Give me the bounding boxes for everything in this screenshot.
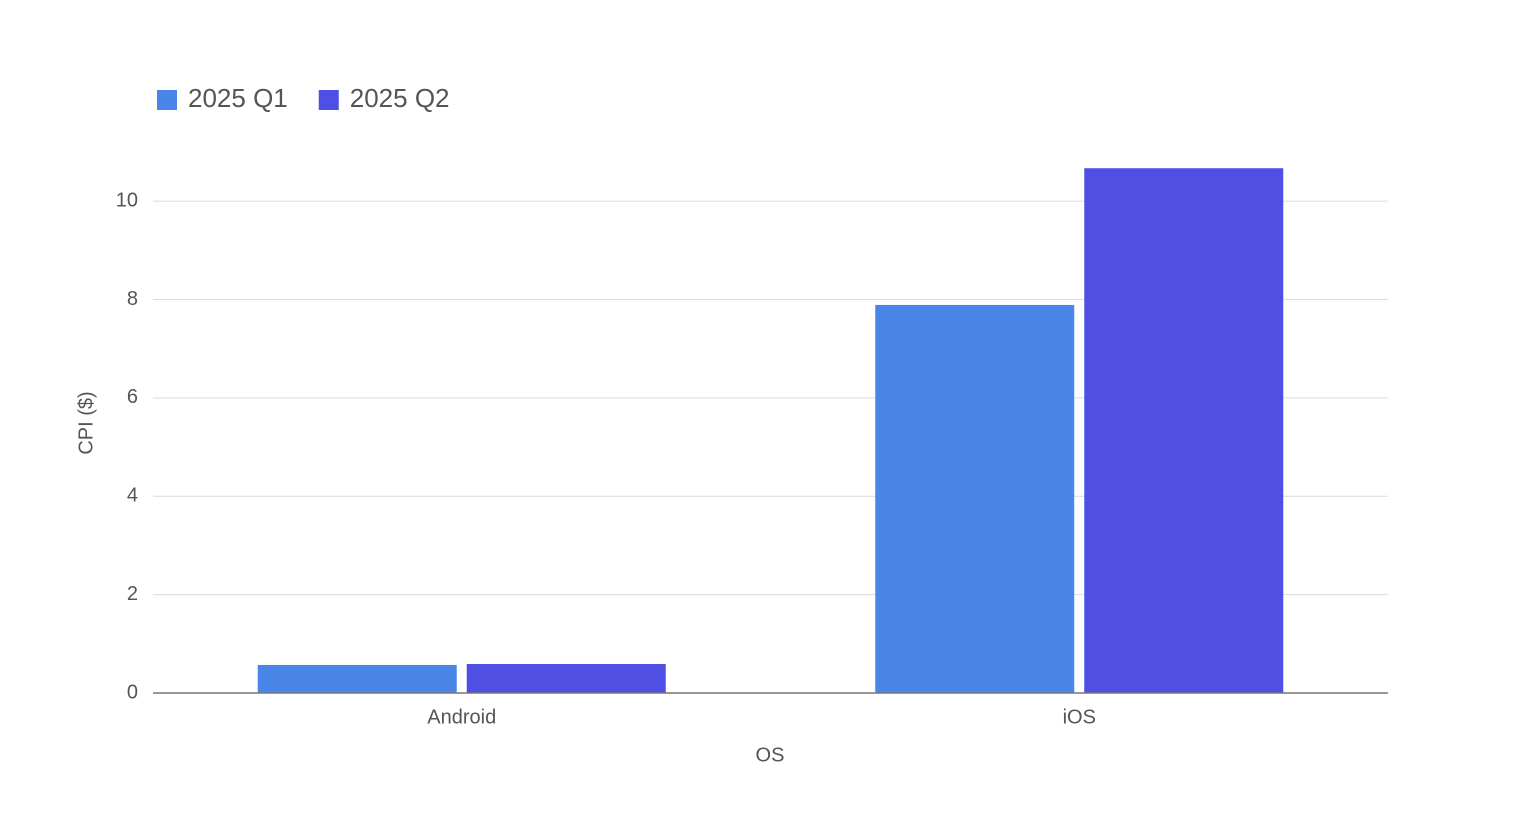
- bar: [1084, 168, 1284, 694]
- y-tick-label: 0: [127, 681, 138, 703]
- y-tick-label: 8: [127, 288, 138, 310]
- legend-label: 2025 Q2: [350, 83, 450, 113]
- legend-label: 2025 Q1: [188, 83, 288, 113]
- y-tick-label: 2: [127, 583, 138, 605]
- x-axis-label: OS: [756, 744, 785, 766]
- y-axis-label: CPI ($): [75, 391, 97, 454]
- bar: [257, 664, 457, 693]
- bar: [875, 304, 1075, 693]
- x-tick-label: Android: [427, 706, 496, 728]
- legend-swatch: [318, 90, 339, 110]
- x-tick-label: iOS: [1063, 706, 1096, 728]
- y-tick-label: 6: [127, 386, 138, 408]
- legend-swatch: [157, 90, 177, 110]
- bar: [466, 663, 666, 693]
- y-tick-label: 4: [127, 485, 138, 507]
- y-tick-label: 10: [116, 189, 138, 211]
